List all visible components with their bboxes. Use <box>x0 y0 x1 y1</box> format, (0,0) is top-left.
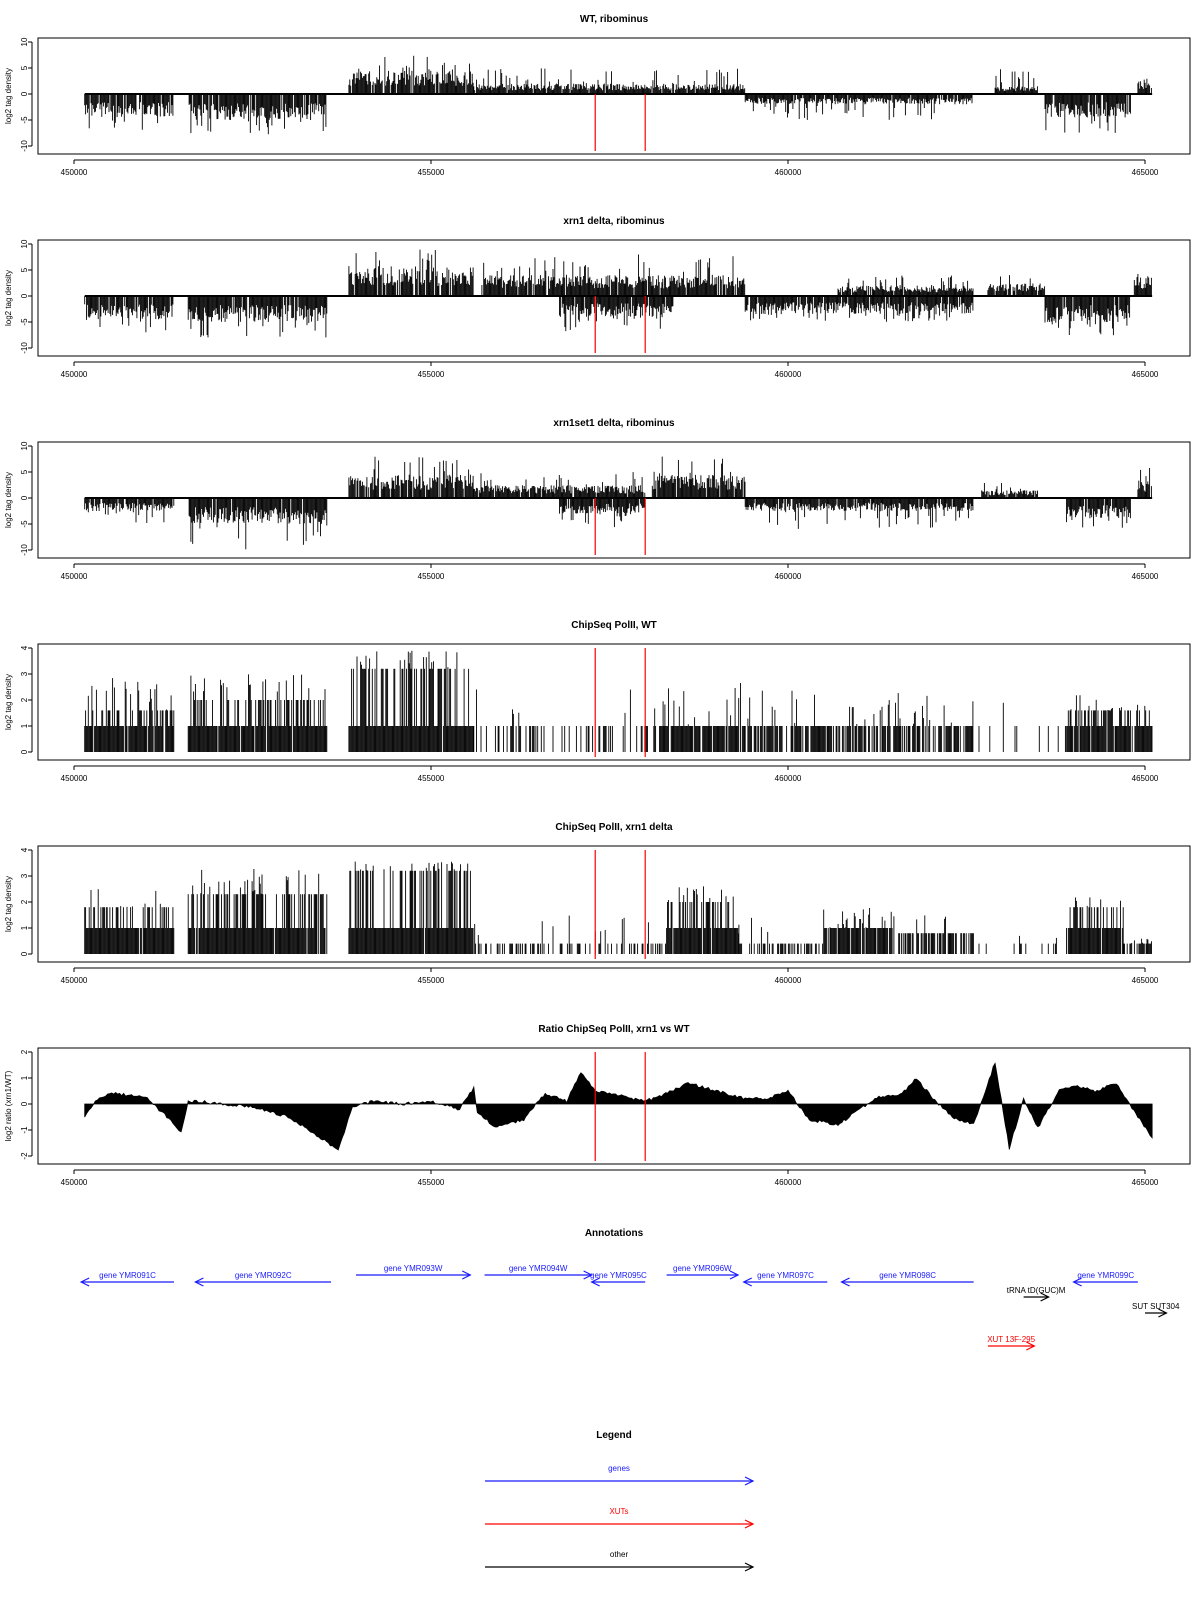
y-axis-label: log2 tag density <box>4 270 13 326</box>
x-tick-label: 455000 <box>418 976 445 985</box>
x-tick-label: 455000 <box>418 572 445 581</box>
y-tick-label: -5 <box>20 318 29 326</box>
data-bars <box>84 249 1153 338</box>
y-tick-label: 0 <box>20 293 29 298</box>
y-tick-label: 5 <box>20 469 29 474</box>
y-tick-label: 3 <box>20 873 29 878</box>
x-tick-label: 460000 <box>775 168 802 177</box>
y-tick-label: 5 <box>20 267 29 272</box>
y-axis-label: log2 tag density <box>4 876 13 932</box>
y-tick-label: 3 <box>20 671 29 676</box>
panel-title: xrn1 delta, ribominus <box>563 216 665 227</box>
x-tick-label: 455000 <box>418 774 445 783</box>
y-tick-label: 0 <box>20 495 29 500</box>
x-tick-label: 450000 <box>61 774 88 783</box>
data-bars <box>84 650 1153 752</box>
x-tick-label: 460000 <box>775 370 802 379</box>
track-panel: ChipSeq PolII, xrn1 delta log2 tag densit… <box>4 822 1191 985</box>
y-axis-label: log2 tag density <box>4 472 13 528</box>
data-bars <box>84 861 1152 954</box>
y-tick-label: 0 <box>20 91 29 96</box>
y-tick-label: 10 <box>20 37 29 46</box>
panel-title: WT, ribominus <box>580 14 649 25</box>
track-panel: ChipSeq PolII, WT log2 tag density 0 1 2 3 4 45… <box>4 620 1191 783</box>
x-tick-label: 465000 <box>1132 774 1159 783</box>
y-tick-label: 1 <box>20 723 29 728</box>
plot-frame <box>37 643 1191 761</box>
x-tick-label: 465000 <box>1132 168 1159 177</box>
x-tick-label: 465000 <box>1132 370 1159 379</box>
x-tick-label: 450000 <box>61 168 88 177</box>
panel-title: ChipSeq PolII, xrn1 delta <box>555 822 673 833</box>
x-tick-label: 450000 <box>61 572 88 581</box>
y-tick-label: 4 <box>20 645 29 650</box>
y-tick-label: 0 <box>20 951 29 956</box>
x-tick-label: 455000 <box>418 370 445 379</box>
data-bars <box>84 55 1153 135</box>
x-tick-label: 460000 <box>775 572 802 581</box>
x-tick-label: 455000 <box>418 168 445 177</box>
y-tick-label: 5 <box>20 65 29 70</box>
x-tick-label: 450000 <box>61 370 88 379</box>
y-tick-label: -10 <box>20 544 29 556</box>
x-tick-label: 465000 <box>1132 976 1159 985</box>
y-tick-label: 2 <box>20 697 29 702</box>
y-tick-label: 4 <box>20 847 29 852</box>
plot-frame <box>37 37 1191 155</box>
plot-frame <box>37 441 1191 559</box>
panel-title: ChipSeq PolII, WT <box>571 620 657 631</box>
x-tick-label: 450000 <box>61 976 88 985</box>
y-tick-label: 10 <box>20 239 29 248</box>
track-panel: xrn1set1 delta, ribominus log2 tag densit… <box>4 418 1191 581</box>
data-bars <box>84 456 1153 550</box>
y-tick-label: 2 <box>20 899 29 904</box>
y-axis-label: log2 tag density <box>4 68 13 124</box>
y-tick-label: 1 <box>20 925 29 930</box>
plot-frame <box>37 239 1191 357</box>
track-panel: xrn1 delta, ribominus log2 tag density -10… <box>4 216 1191 379</box>
y-tick-label: 0 <box>20 749 29 754</box>
y-axis-label: log2 tag density <box>4 674 13 730</box>
x-tick-label: 460000 <box>775 976 802 985</box>
x-tick-label: 460000 <box>775 774 802 783</box>
y-tick-label: -5 <box>20 116 29 124</box>
x-tick-label: 465000 <box>1132 572 1159 581</box>
plot-frame <box>37 845 1191 963</box>
y-tick-label: -5 <box>20 520 29 528</box>
track-panel: WT, ribominus log2 tag density -10 -5 0 5 10 45… <box>4 14 1191 177</box>
y-tick-label: -10 <box>20 342 29 354</box>
y-tick-label: 10 <box>20 441 29 450</box>
y-tick-label: -10 <box>20 140 29 152</box>
panel-title: xrn1set1 delta, ribominus <box>553 418 675 429</box>
